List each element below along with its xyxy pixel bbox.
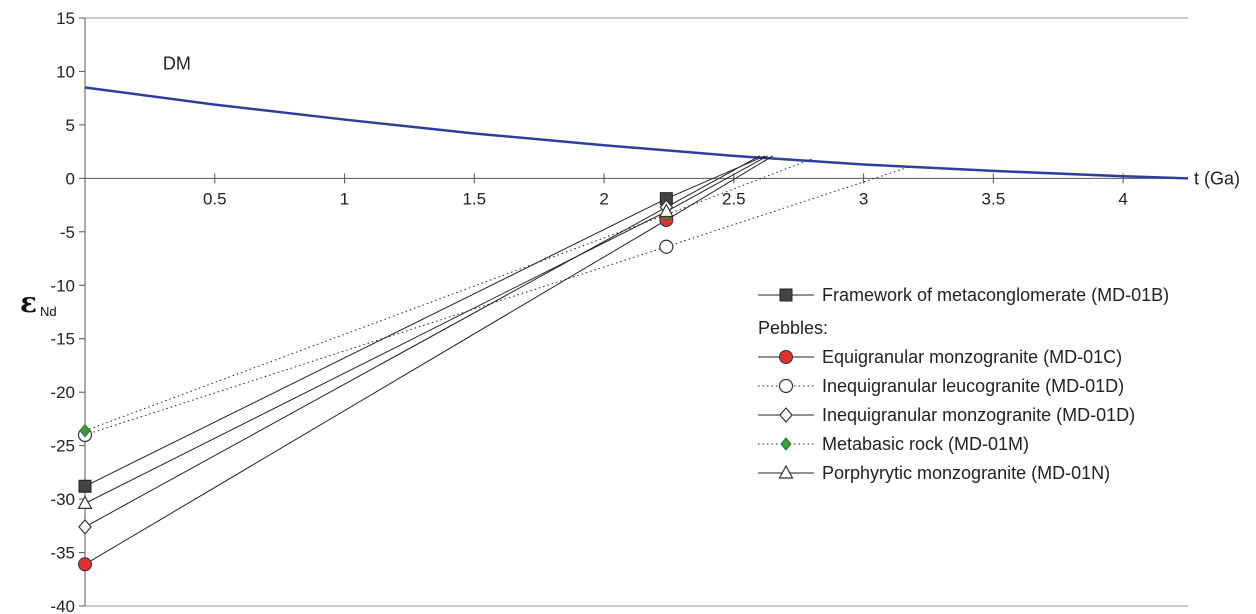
y-axis-label-symbol: ε [20, 286, 37, 319]
legend: Framework of metaconglomerate (MD-01B) Eq… [758, 285, 1169, 483]
series-line [84, 158, 812, 432]
marker-square [78, 479, 92, 493]
legend-label: Inequigranular leucogranite (MD-01D) [822, 376, 1124, 396]
y-tick-label: -35 [50, 544, 75, 563]
x-axis-label: t (Ga) [1194, 168, 1240, 188]
x-tick-label: 4 [1118, 189, 1127, 208]
marker-green-diamond [79, 423, 91, 438]
y-tick-label: 0 [66, 169, 75, 188]
y-axis-label-subscript: Nd [40, 304, 57, 319]
legend-item: Equigranular monzogranite (MD-01C) [758, 347, 1122, 367]
x-tick-label: 1 [340, 189, 349, 208]
marker-open-triangle [778, 464, 794, 479]
legend-label: Metabasic rock (MD-01M) [822, 434, 1029, 454]
series-line [84, 155, 761, 528]
y-axis-label: ε Nd [20, 286, 57, 319]
y-tick-label: -15 [50, 330, 75, 349]
y-tick-label: -25 [50, 437, 75, 456]
marker-red-circle [78, 557, 92, 572]
series-group [77, 155, 768, 509]
legend-item: Inequigranular monzogranite (MD-01D) [758, 405, 1135, 425]
legend-item: Inequigranular leucogranite (MD-01D) [758, 376, 1124, 396]
x-tick-label: 3.5 [982, 189, 1006, 208]
y-axis-ticks: 15 10 5 0 -5 -10 -15 -20 -25 -30 -35 -40 [50, 9, 85, 614]
y-tick-label: -30 [50, 490, 75, 509]
x-tick-label: 3 [859, 189, 868, 208]
y-tick-label: 15 [56, 9, 75, 28]
legend-item: Metabasic rock (MD-01M) [758, 434, 1029, 454]
legend-item: Porphyrytic monzogranite (MD-01N) [758, 463, 1110, 483]
x-axis-ticks: 0.5 1 1.5 2 2.5 3 3.5 4 [203, 173, 1128, 208]
x-tick-label: 0.5 [203, 189, 227, 208]
y-tick-label: 10 [56, 62, 75, 81]
x-tick-label: 2.5 [722, 189, 746, 208]
marker-open-diamond [779, 407, 793, 423]
y-tick-label: -20 [50, 383, 75, 402]
marker-open-diamond [78, 518, 92, 535]
legend-label: Framework of metaconglomerate (MD-01B) [822, 285, 1169, 305]
series-group [78, 155, 761, 535]
y-tick-label: -5 [60, 223, 75, 242]
marker-red-circle [779, 350, 793, 364]
marker-open-circle [659, 239, 674, 254]
dm-label: DM [163, 53, 191, 73]
marker-square [779, 288, 793, 302]
marker-open-circle [778, 378, 794, 394]
y-tick-label: 5 [66, 116, 75, 135]
marker-open-triangle [77, 495, 93, 509]
series-group [79, 158, 812, 438]
x-tick-label: 1.5 [462, 189, 486, 208]
legend-label: Inequigranular monzogranite (MD-01D) [822, 405, 1135, 425]
legend-label: Equigranular monzogranite (MD-01C) [822, 347, 1122, 367]
series-line [84, 166, 911, 436]
marker-open-triangle [658, 203, 674, 218]
legend-label: Porphyrytic monzogranite (MD-01N) [822, 463, 1110, 483]
y-tick-label: -10 [50, 276, 75, 295]
axes [84, 17, 1188, 607]
marker-green-diamond [780, 437, 792, 451]
series-layer [77, 155, 911, 572]
y-tick-label: -40 [50, 597, 75, 614]
dm-curve-layer [84, 86, 1189, 180]
legend-pebbles-heading: Pebbles: [758, 318, 828, 338]
dm-curve-line [84, 86, 1189, 180]
legend-item: Framework of metaconglomerate (MD-01B) [758, 285, 1169, 305]
x-tick-label: 2 [599, 189, 608, 208]
